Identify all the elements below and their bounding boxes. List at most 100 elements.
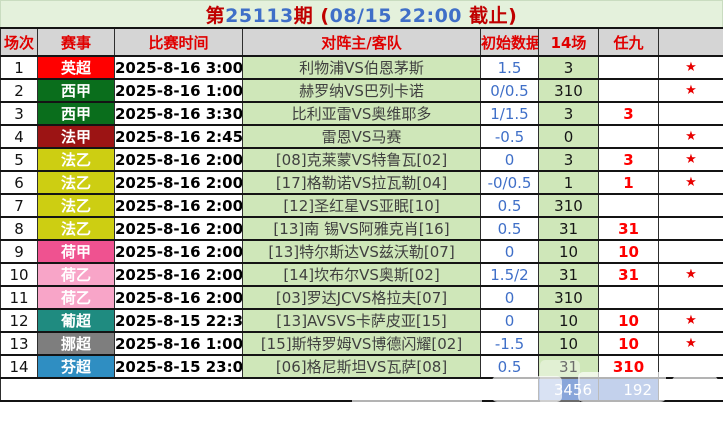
column-header: 对阵主/客队 [242, 27, 481, 57]
pick-14chang-cell: 31 [538, 354, 599, 379]
match-time-cell: 2025-8-15 23:00 [114, 354, 243, 379]
league-badge: 荷甲 [37, 239, 115, 264]
match-no-cell: 12 [0, 308, 38, 333]
star-cell [658, 285, 723, 310]
pick-renjiu-cell: 1 [598, 170, 659, 195]
pick-14chang-cell: 3 [538, 101, 599, 126]
initial-odds-cell: 1/1.5 [480, 101, 539, 126]
initial-odds-cell: 0.5 [480, 216, 539, 241]
pick-14chang-cell: 31 [538, 262, 599, 287]
match-time-cell: 2025-8-16 2:45 [114, 124, 243, 149]
league-badge: 西甲 [37, 101, 115, 126]
match-teams-cell: 利物浦VS伯恩茅斯 [242, 55, 481, 80]
match-row: 7 法乙 2025-8-16 2:00 [12]圣红星VS亚眠[10] 0.5 … [0, 193, 723, 218]
pick-14chang-cell: 310 [538, 78, 599, 103]
pick-14chang-cell: 0 [538, 124, 599, 149]
league-badge: 挪超 [37, 331, 115, 356]
match-time-cell: 2025-8-16 2:00 [114, 285, 243, 310]
pick-14chang-cell: 3 [538, 147, 599, 172]
match-no-cell: 8 [0, 216, 38, 241]
watermark-blob [480, 406, 536, 424]
match-no-cell: 4 [0, 124, 38, 149]
star-cell [658, 216, 723, 241]
pick-renjiu-cell [598, 285, 659, 310]
match-teams-cell: [13]南 锡VS阿雅克肖[16] [242, 216, 481, 241]
match-row: 9 荷甲 2025-8-16 2:00 [13]特尔斯达VS兹沃勒[07] 0 … [0, 239, 723, 264]
pick-renjiu-cell: 3 [598, 147, 659, 172]
match-row: 12 葡超 2025-8-15 22:30 [13]AVSVS卡萨皮亚[15] … [0, 308, 723, 333]
match-teams-cell: [13]AVSVS卡萨皮亚[15] [242, 308, 481, 333]
initial-odds-cell: 1.5/2 [480, 262, 539, 287]
league-badge: 荷乙 [37, 285, 115, 310]
initial-odds-cell: 0 [480, 147, 539, 172]
match-no-cell: 2 [0, 78, 38, 103]
league-badge: 法甲 [37, 124, 115, 149]
pick-14chang-cell: 310 [538, 285, 599, 310]
match-row: 2 西甲 2025-8-16 1:00 赫罗纳VS巴列卡诺 0/0.5 310 … [0, 78, 723, 103]
pick-renjiu-cell: 10 [598, 308, 659, 333]
match-row: 1 英超 2025-8-16 3:00 利物浦VS伯恩茅斯 1.5 3 ★ [0, 55, 723, 80]
match-row: 13 挪超 2025-8-16 1:00 [15]斯特罗姆VS博德闪耀[02] … [0, 331, 723, 356]
initial-odds-cell: 0 [480, 285, 539, 310]
match-table-header: 场次 赛事 比赛时间 对阵主/客队 初始数据 14场 任九 [0, 27, 723, 57]
match-row: 6 法乙 2025-8-16 2:00 [17]格勒诺VS拉瓦勒[04] -0/… [0, 170, 723, 195]
initial-odds-cell: -1.5 [480, 331, 539, 356]
match-table-body: 1 英超 2025-8-16 3:00 利物浦VS伯恩茅斯 1.5 3 ★ 2 … [0, 55, 723, 379]
match-no-cell: 9 [0, 239, 38, 264]
match-no-cell: 13 [0, 331, 38, 356]
pick-14chang-cell: 3 [538, 55, 599, 80]
pick-14chang-cell: 10 [538, 239, 599, 264]
star-cell [658, 101, 723, 126]
league-badge: 英超 [37, 55, 115, 80]
star-cell: ★ [658, 308, 723, 333]
column-header: 比赛时间 [114, 27, 243, 57]
match-row: 5 法乙 2025-8-16 2:00 [08]克莱蒙VS特鲁瓦[02] 0 3… [0, 147, 723, 172]
total-14chang: 3456 [538, 377, 599, 402]
pick-renjiu-cell: 31 [598, 216, 659, 241]
match-time-cell: 2025-8-16 1:00 [114, 78, 243, 103]
match-teams-cell: [14]坎布尔VS奥斯[02] [242, 262, 481, 287]
match-table: 场次 赛事 比赛时间 对阵主/客队 初始数据 14场 任九 1 英超 2025-8-16 3… [0, 27, 723, 402]
match-no-cell: 1 [0, 55, 38, 80]
match-time-cell: 2025-8-16 3:00 [114, 55, 243, 80]
match-row: 11 荷乙 2025-8-16 2:00 [03]罗达JCVS格拉夫[07] 0… [0, 285, 723, 310]
match-time-cell: 2025-8-16 2:00 [114, 193, 243, 218]
pick-renjiu-cell [598, 124, 659, 149]
star-cell: ★ [658, 170, 723, 195]
column-header: 初始数据 [480, 27, 539, 57]
column-header: 场次 [0, 27, 38, 57]
column-header: 14场 [538, 27, 599, 57]
star-cell: ★ [658, 147, 723, 172]
initial-odds-cell: -0/0.5 [480, 170, 539, 195]
pick-14chang-cell: 10 [538, 331, 599, 356]
page-title-text: 第25113期 (08/15 22:00 截止) [206, 1, 518, 28]
league-badge: 葡超 [37, 308, 115, 333]
match-no-cell: 3 [0, 101, 38, 126]
star-cell [658, 193, 723, 218]
title-part: 25113 [225, 4, 294, 27]
match-teams-cell: [13]特尔斯达VS兹沃勒[07] [242, 239, 481, 264]
match-time-cell: 2025-8-16 2:00 [114, 147, 243, 172]
pick-renjiu-cell [598, 78, 659, 103]
initial-odds-cell: 0.5 [480, 193, 539, 218]
league-badge: 法乙 [37, 216, 115, 241]
pick-renjiu-cell: 10 [598, 239, 659, 264]
column-header [658, 27, 723, 57]
column-header: 赛事 [37, 27, 115, 57]
pick-14chang-cell: 1 [538, 170, 599, 195]
match-time-cell: 2025-8-16 2:00 [114, 239, 243, 264]
match-teams-cell: [06]格尼斯坦VS瓦萨[08] [242, 354, 481, 379]
pick-14chang-cell: 10 [538, 308, 599, 333]
watermark-blob [662, 406, 720, 424]
pick-renjiu-cell: 31 [598, 262, 659, 287]
league-badge: 法乙 [37, 193, 115, 218]
match-time-cell: 2025-8-15 22:30 [114, 308, 243, 333]
title-part: 截止) [462, 4, 518, 27]
pick-renjiu-cell [598, 55, 659, 80]
match-teams-cell: 比利亚雷VS奥维耶多 [242, 101, 481, 126]
star-cell: ★ [658, 331, 723, 356]
title-part: 08/15 22:00 [329, 4, 463, 27]
totals-row-spacer [0, 377, 539, 402]
league-badge: 法乙 [37, 170, 115, 195]
league-badge: 荷乙 [37, 262, 115, 287]
